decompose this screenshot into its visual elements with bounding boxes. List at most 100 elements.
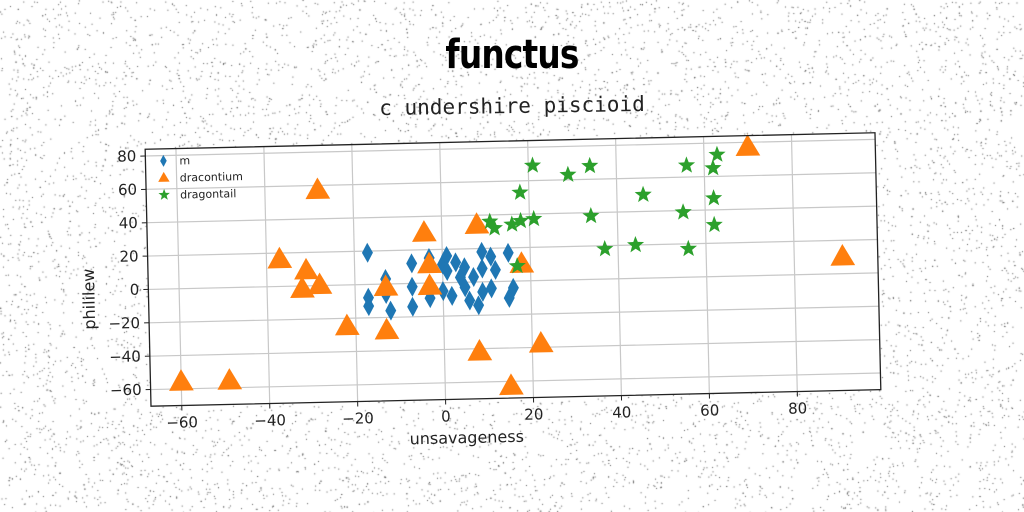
y-axis-ticks: −60 −40 −20 0 20 40 60 80 (108, 147, 151, 400)
data-point-triangle (217, 368, 243, 390)
x-grid-line (263, 146, 271, 404)
data-point-star (705, 215, 723, 233)
y-tick-label: 40 (119, 214, 138, 232)
data-point-diamond (441, 245, 453, 266)
data-point-triangle (735, 134, 761, 157)
legend-label: m (179, 154, 190, 167)
y-tick-label: 0 (130, 281, 140, 299)
data-point-triangle (830, 243, 856, 266)
legend-marker-diamond (160, 154, 167, 167)
data-point-triangle (334, 313, 360, 336)
data-point-triangle (374, 317, 400, 340)
data-point-star (679, 239, 697, 257)
x-grid-line (614, 138, 623, 396)
data-point-diamond (361, 242, 373, 263)
data-point-diamond (450, 252, 462, 273)
data-point-diamond (464, 290, 476, 311)
data-point-star (523, 156, 542, 173)
legend-marker-triangle (158, 171, 170, 182)
y-tick-label: 20 (119, 247, 138, 265)
x-grid-line (702, 136, 710, 394)
data-point-star (525, 209, 543, 227)
data-point-triangle (267, 246, 293, 269)
data-point-triangle (294, 257, 319, 280)
y-grid-line (149, 339, 880, 357)
y-axis-label: phililew (79, 268, 99, 329)
y-tick-label: 80 (117, 147, 136, 165)
data-point-diamond (476, 241, 488, 262)
data-point-triangle (499, 373, 524, 396)
data-point-star (704, 159, 722, 176)
data-point-star (677, 156, 696, 173)
data-point-star (596, 239, 614, 257)
data-point-diamond (468, 267, 480, 288)
data-point-diamond (485, 278, 497, 299)
data-point-star (674, 203, 692, 220)
data-point-diamond (406, 253, 418, 274)
x-axis-ticks: −60 −40 −20 0 20 40 60 80 (166, 391, 807, 432)
legend-label: dragontail (180, 187, 236, 201)
data-points (169, 134, 856, 396)
data-point-triangle (169, 369, 194, 391)
data-point-diamond (489, 259, 501, 280)
y-tick-label: 60 (118, 181, 137, 199)
plot-frame (144, 132, 882, 407)
data-point-triangle (528, 330, 554, 353)
data-point-triangle (307, 272, 333, 295)
data-point-triangle (305, 177, 331, 200)
data-point-star (559, 165, 577, 183)
data-point-diamond (406, 276, 418, 297)
legend-label: dracontium (180, 170, 243, 184)
x-grid-line (175, 148, 183, 406)
data-point-diamond (477, 281, 489, 302)
data-point-diamond (503, 287, 515, 308)
data-point-diamond (459, 277, 471, 298)
x-tick-label: 60 (700, 401, 719, 419)
data-point-star (512, 211, 530, 229)
data-point-diamond (446, 285, 458, 306)
y-grid-line (146, 172, 876, 190)
y-grid-line (149, 305, 879, 324)
x-tick-label: 80 (788, 399, 807, 417)
data-point-star (708, 145, 726, 163)
data-point-triangle (464, 212, 490, 234)
chart-heading: functus (445, 32, 579, 78)
data-point-star (485, 219, 503, 236)
data-point-star (705, 189, 723, 206)
y-tick-label: −60 (110, 381, 142, 400)
x-tick-label: 20 (524, 405, 543, 423)
data-point-diamond (363, 296, 375, 317)
data-point-star (508, 257, 526, 274)
data-point-diamond (441, 260, 453, 281)
x-tick-label: −60 (166, 413, 198, 432)
legend-marker-star (158, 188, 170, 200)
x-grid-line (790, 134, 798, 392)
data-point-diamond (385, 300, 397, 321)
y-tick-label: −20 (108, 314, 140, 333)
data-point-triangle (417, 251, 442, 274)
y-grid-line (147, 238, 878, 257)
data-point-star (511, 183, 529, 200)
y-grid-line (145, 138, 876, 157)
data-point-diamond (459, 257, 471, 278)
x-tick-label: 40 (612, 403, 631, 421)
data-point-diamond (437, 281, 449, 302)
y-tick-label: −40 (109, 347, 141, 366)
data-point-diamond (407, 296, 419, 317)
data-point-star (582, 206, 600, 224)
data-point-diamond (473, 295, 485, 316)
data-point-diamond (502, 242, 514, 263)
data-point-star (634, 185, 652, 203)
y-grid-line (146, 205, 877, 224)
data-point-star (581, 156, 599, 174)
data-point-triangle (373, 274, 399, 297)
data-point-diamond (485, 246, 497, 267)
data-point-triangle (417, 273, 443, 296)
x-grid-line (351, 144, 359, 402)
legend: m dracontium dragontail (158, 154, 243, 202)
x-tick-label: −40 (254, 411, 286, 430)
data-point-diamond (507, 277, 519, 298)
x-tick-label: 0 (441, 407, 451, 425)
x-axis-label: unsavageness (409, 427, 524, 449)
